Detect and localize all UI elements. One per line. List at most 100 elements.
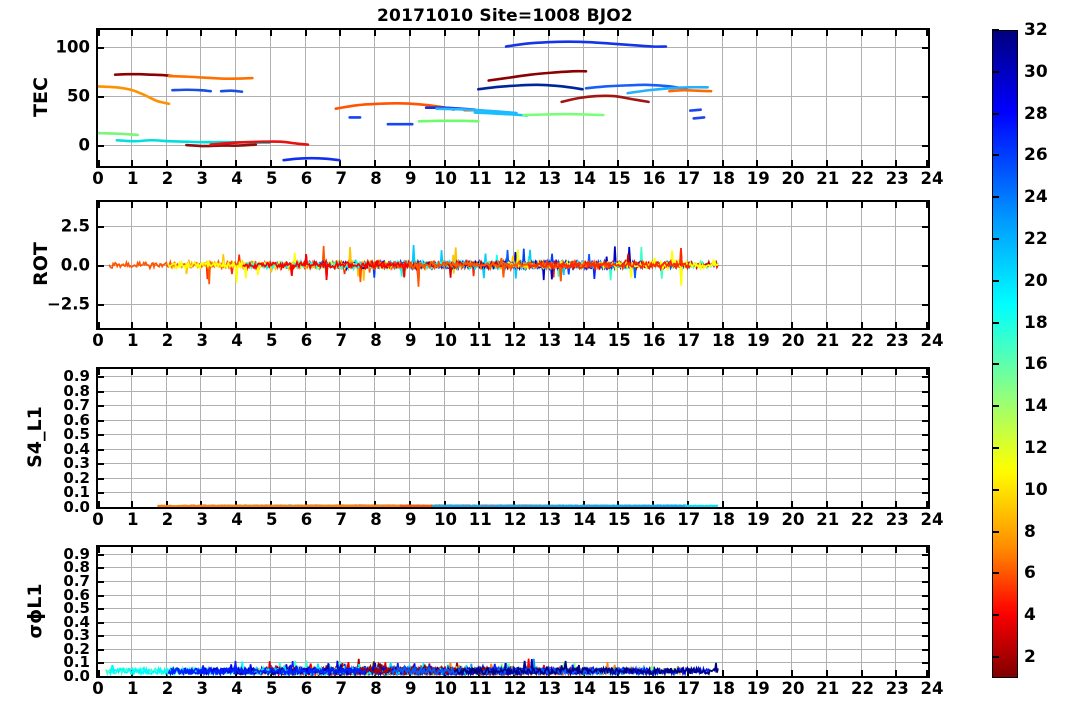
y-tick bbox=[922, 376, 928, 378]
y-tick bbox=[98, 554, 104, 556]
x-tick-label: 13 bbox=[538, 331, 562, 350]
x-tick bbox=[305, 547, 307, 553]
x-tick bbox=[895, 547, 897, 553]
x-tick-label: 7 bbox=[335, 679, 347, 698]
x-tick bbox=[895, 501, 897, 507]
x-tick bbox=[478, 160, 480, 166]
x-tick bbox=[374, 322, 376, 328]
x-tick bbox=[826, 501, 828, 507]
x-tick bbox=[722, 547, 724, 553]
x-tick bbox=[131, 160, 133, 166]
plot-area-tec bbox=[96, 28, 930, 168]
x-tick bbox=[756, 501, 758, 507]
gridline-vertical bbox=[756, 30, 757, 166]
x-tick bbox=[200, 202, 202, 208]
x-tick bbox=[478, 369, 480, 375]
gridline-vertical bbox=[444, 547, 445, 676]
y-tick bbox=[98, 96, 104, 98]
trace-line bbox=[487, 69, 588, 82]
y-tick bbox=[922, 265, 928, 267]
gridline-vertical bbox=[235, 547, 236, 676]
x-tick-label: 20 bbox=[781, 169, 805, 188]
data-traces-s4_l1 bbox=[157, 504, 719, 507]
gridline-horizontal bbox=[98, 635, 928, 636]
y-tick-label: 0.7 bbox=[63, 396, 90, 415]
x-tick bbox=[374, 30, 376, 36]
trace-line bbox=[167, 74, 254, 80]
x-tick bbox=[687, 30, 689, 36]
x-tick bbox=[895, 322, 897, 328]
trace-line bbox=[417, 119, 480, 123]
x-tick bbox=[444, 30, 446, 36]
x-tick bbox=[270, 160, 272, 166]
x-tick bbox=[926, 322, 928, 328]
x-tick bbox=[722, 670, 724, 676]
x-tick bbox=[305, 30, 307, 36]
x-tick bbox=[444, 322, 446, 328]
x-tick-label: 11 bbox=[468, 679, 492, 698]
x-tick bbox=[548, 501, 550, 507]
gridline-vertical bbox=[200, 369, 201, 507]
x-tick-label: 7 bbox=[335, 510, 347, 529]
gridline-horizontal bbox=[98, 145, 928, 146]
x-tick-label: 19 bbox=[746, 169, 770, 188]
x-tick bbox=[826, 322, 828, 328]
gridline-vertical bbox=[895, 547, 896, 676]
x-tick bbox=[235, 369, 237, 375]
x-tick-label: 0 bbox=[92, 679, 104, 698]
x-tick-label: 3 bbox=[196, 331, 208, 350]
gridline-vertical bbox=[756, 547, 757, 676]
x-tick-label: 18 bbox=[712, 679, 735, 698]
gridline-vertical bbox=[478, 369, 479, 507]
x-tick-label: 17 bbox=[677, 679, 701, 698]
x-tick-label: 0 bbox=[92, 169, 104, 188]
x-tick bbox=[131, 202, 133, 208]
gridline-vertical bbox=[652, 369, 653, 507]
gridline-vertical bbox=[548, 547, 549, 676]
colorbar-tick bbox=[992, 614, 999, 617]
x-tick-label: 4 bbox=[231, 169, 243, 188]
x-tick-label: 13 bbox=[538, 169, 562, 188]
x-tick-label: 6 bbox=[300, 510, 313, 529]
x-tick-label: 24 bbox=[920, 169, 944, 188]
x-tick bbox=[861, 547, 863, 553]
x-tick bbox=[235, 30, 237, 36]
gridline-horizontal bbox=[98, 376, 928, 377]
x-tick bbox=[409, 30, 411, 36]
x-tick bbox=[791, 501, 793, 507]
y-tick bbox=[98, 662, 104, 664]
x-tick-label: 12 bbox=[503, 510, 527, 529]
colorbar-tick-label: 10 bbox=[1024, 479, 1048, 500]
y-tick bbox=[922, 662, 928, 664]
x-tick-label: 13 bbox=[538, 679, 562, 698]
y-tick-label: 0.9 bbox=[63, 544, 90, 563]
gridline-vertical bbox=[861, 30, 862, 166]
colorbar-tick bbox=[992, 572, 999, 575]
x-tick-label: 15 bbox=[607, 331, 631, 350]
x-tick-label: 10 bbox=[434, 510, 457, 529]
x-tick bbox=[826, 202, 828, 208]
x-tick bbox=[478, 547, 480, 553]
x-tick bbox=[270, 369, 272, 375]
gridline-vertical bbox=[166, 547, 167, 676]
x-tick bbox=[166, 369, 168, 375]
y-tick-label: 0 bbox=[78, 135, 90, 155]
x-tick bbox=[926, 501, 928, 507]
x-tick-label: 12 bbox=[503, 331, 527, 350]
x-tick-label: 10 bbox=[434, 679, 457, 698]
y-tick bbox=[98, 304, 104, 306]
x-tick bbox=[791, 322, 793, 328]
x-tick-label: 24 bbox=[920, 679, 944, 698]
x-tick bbox=[617, 547, 619, 553]
x-tick-label: 4 bbox=[231, 679, 243, 698]
x-tick bbox=[305, 501, 307, 507]
y-tick bbox=[922, 635, 928, 637]
x-tick-label: 16 bbox=[642, 169, 666, 188]
x-tick bbox=[270, 322, 272, 328]
x-tick bbox=[339, 30, 341, 36]
x-tick bbox=[409, 202, 411, 208]
x-tick bbox=[926, 670, 928, 676]
x-tick bbox=[756, 547, 758, 553]
